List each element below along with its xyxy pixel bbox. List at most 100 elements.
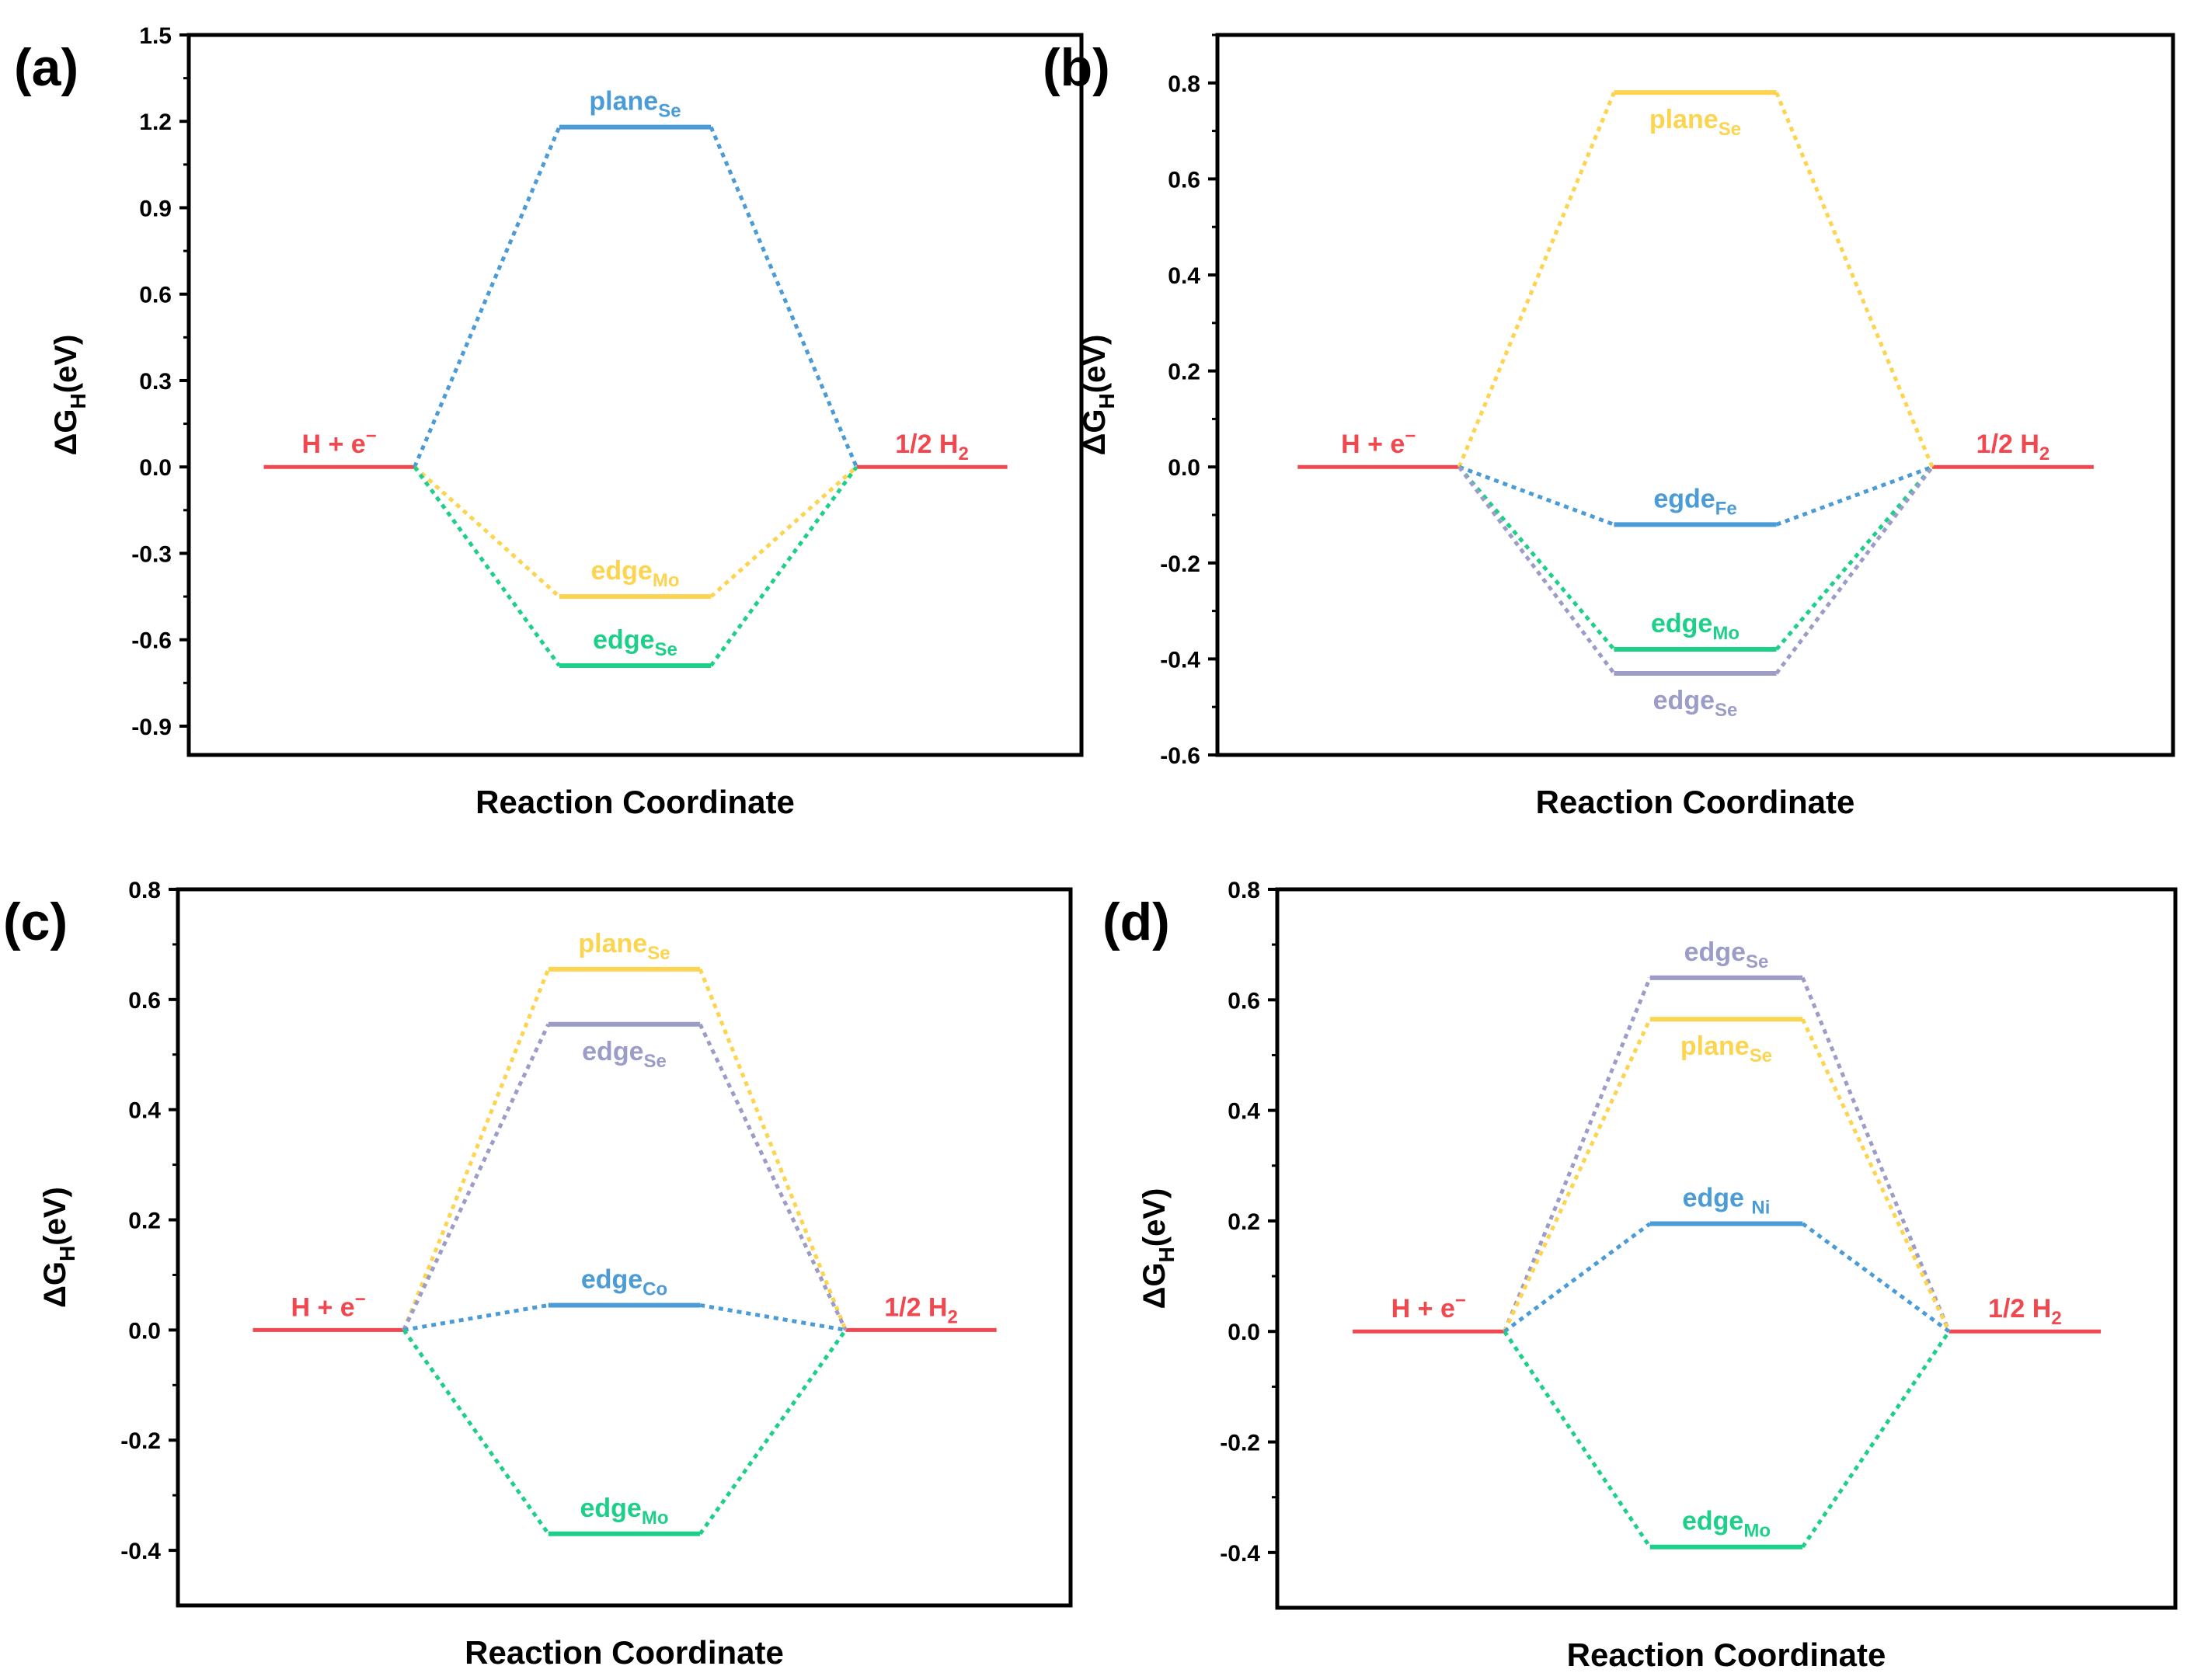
connector-out	[698, 968, 848, 1331]
y-tick-label: 0.4	[1228, 1099, 1260, 1125]
final-state-text: 1/2 H	[1988, 1294, 2051, 1323]
level-label: edgeMo	[590, 556, 679, 591]
level-label-name: plane	[578, 929, 647, 958]
connector-in	[1503, 1018, 1652, 1333]
panel-label: (b)	[1043, 38, 1110, 97]
connector-out	[1774, 465, 1935, 675]
panel-label: (d)	[1102, 892, 1170, 951]
connector-in	[1457, 465, 1616, 675]
series-edge-se: edgeSe	[1457, 465, 1935, 721]
connector-out	[1800, 976, 1951, 1333]
final-state-label: 1/2 H2	[895, 430, 969, 464]
level-label: planeSe	[578, 929, 670, 964]
level-label-name: edge	[582, 1037, 643, 1066]
level-label-sub: Mo	[1712, 623, 1740, 644]
connector-out	[1775, 464, 1933, 527]
initial-state-sup: −	[355, 1289, 366, 1310]
final-state-sub: 2	[947, 1306, 957, 1327]
level-label-name: plane	[589, 87, 658, 117]
level-label-sub: Fe	[1715, 498, 1737, 519]
level-label: planeSe	[1649, 105, 1741, 140]
level-label-name: edge	[580, 1494, 641, 1523]
y-tick-label: -0.9	[131, 715, 172, 740]
final-state-text: 1/2 H	[895, 430, 958, 459]
level-label-name: edge	[590, 556, 652, 586]
level-label-sub: Ni	[1751, 1197, 1770, 1218]
final-state-sub: 2	[958, 443, 968, 464]
initial-state-text: H + e	[301, 430, 365, 459]
x-axis-label: Reaction Coordinate	[465, 1634, 784, 1671]
y-label-main: ΔG	[38, 1261, 72, 1308]
series-plane-se: planeSe	[413, 87, 858, 468]
panel-label: (c)	[3, 892, 68, 951]
level-label: edgeMo	[580, 1494, 668, 1529]
level-label: planeSe	[1680, 1031, 1772, 1066]
panel-d: (d) -0.4 -0.2 0.0 0.2 0.4 0.6 0.8 ΔGH(eV) Reactio…	[1102, 878, 2178, 1673]
final-state-label: 1/2 H2	[884, 1292, 958, 1327]
y-label-tail: (eV)	[1078, 335, 1112, 394]
level-label: edgeSe	[582, 1037, 667, 1072]
level-label-name: edge	[1683, 1183, 1752, 1212]
connector-in	[1503, 976, 1652, 1333]
level-label-name: edge	[1653, 686, 1715, 715]
y-tick-label: -0.3	[131, 541, 172, 567]
level-label-sub: Se	[1719, 119, 1741, 140]
y-tick-label: 0.9	[139, 196, 172, 221]
y-label-tail: (eV)	[49, 335, 83, 394]
initial-state-label: H + e−	[291, 1289, 365, 1322]
level-label-sub: Se	[1746, 951, 1768, 972]
initial-state-label: H + e−	[301, 426, 376, 459]
y-tick-label: 0.8	[1168, 71, 1200, 97]
level-label-name: edge	[581, 1264, 643, 1294]
series-edge-mo: edgeMo	[413, 465, 858, 600]
series-edge-ni: edge Ni	[1503, 1183, 1951, 1334]
y-tick-label: -0.6	[1160, 743, 1200, 769]
y-tick-label: 0.0	[139, 455, 172, 481]
y-tick-label: 0.6	[1228, 988, 1260, 1014]
initial-state-text: H + e	[1341, 430, 1405, 459]
y-tick-label: -0.2	[120, 1428, 161, 1454]
final-state-label: 1/2 H2	[1988, 1294, 2062, 1329]
plot-frame	[176, 887, 1073, 1608]
level-label-name: plane	[1680, 1031, 1750, 1061]
initial-state-label: H + e−	[1341, 426, 1416, 459]
level-label: planeSe	[589, 87, 681, 122]
plot-frame	[1215, 33, 2175, 757]
y-label-main: ΔG	[49, 409, 83, 455]
y-tick-label: 0.4	[1168, 263, 1200, 289]
level-label-name: plane	[1649, 105, 1719, 134]
y-tick-label: 0.2	[1168, 360, 1200, 385]
level-label-name: edge	[1684, 937, 1746, 967]
level-label-sub: Mo	[642, 1508, 669, 1529]
series-plane-se: planeSe	[1503, 1017, 1951, 1333]
level-label: edgeSe	[1653, 686, 1738, 721]
panel-label: (a)	[14, 38, 78, 97]
level-label: edgeCo	[581, 1264, 667, 1299]
final-state-text: 1/2 H	[1976, 430, 2039, 459]
y-tick-label: -0.2	[1160, 551, 1200, 577]
series-egde-fe: egdeFe	[1458, 464, 1933, 527]
connector-out	[709, 465, 858, 667]
y-label-sub: H	[1095, 393, 1119, 409]
series-edge-co: edgeCo	[403, 1264, 846, 1332]
x-axis-label: Reaction Coordinate	[475, 784, 795, 820]
connector-in	[1457, 465, 1616, 651]
series-edge-mo: edgeMo	[402, 1328, 848, 1536]
y-label-sub: H	[66, 393, 90, 409]
connector-out	[698, 1328, 848, 1536]
initial-state-label: H + e−	[1391, 1290, 1466, 1323]
level-label-sub: Se	[658, 101, 681, 122]
level-label-sub: Mo	[1743, 1521, 1771, 1542]
y-tick-label: 0.8	[128, 878, 161, 903]
final-state-sub: 2	[2039, 443, 2049, 464]
initial-state-sup: −	[1405, 426, 1416, 447]
level-label: edge Ni	[1683, 1183, 1771, 1218]
panel-b: (b) -0.6 -0.4 -0.2 0.0 0.2 0.4 0.6 0.8 ΔGH(eV) Rea…	[1043, 33, 2175, 820]
connector-out	[709, 126, 858, 468]
series-edge-se: edgeSe	[413, 465, 858, 669]
connector-out	[1774, 465, 1934, 651]
y-tick-label: 0.6	[1168, 167, 1200, 193]
series-plane-se: planeSe	[1457, 90, 1935, 468]
series-edge-mo: edgeMo	[1503, 1330, 1951, 1550]
y-tick-label: -0.4	[1220, 1541, 1260, 1567]
